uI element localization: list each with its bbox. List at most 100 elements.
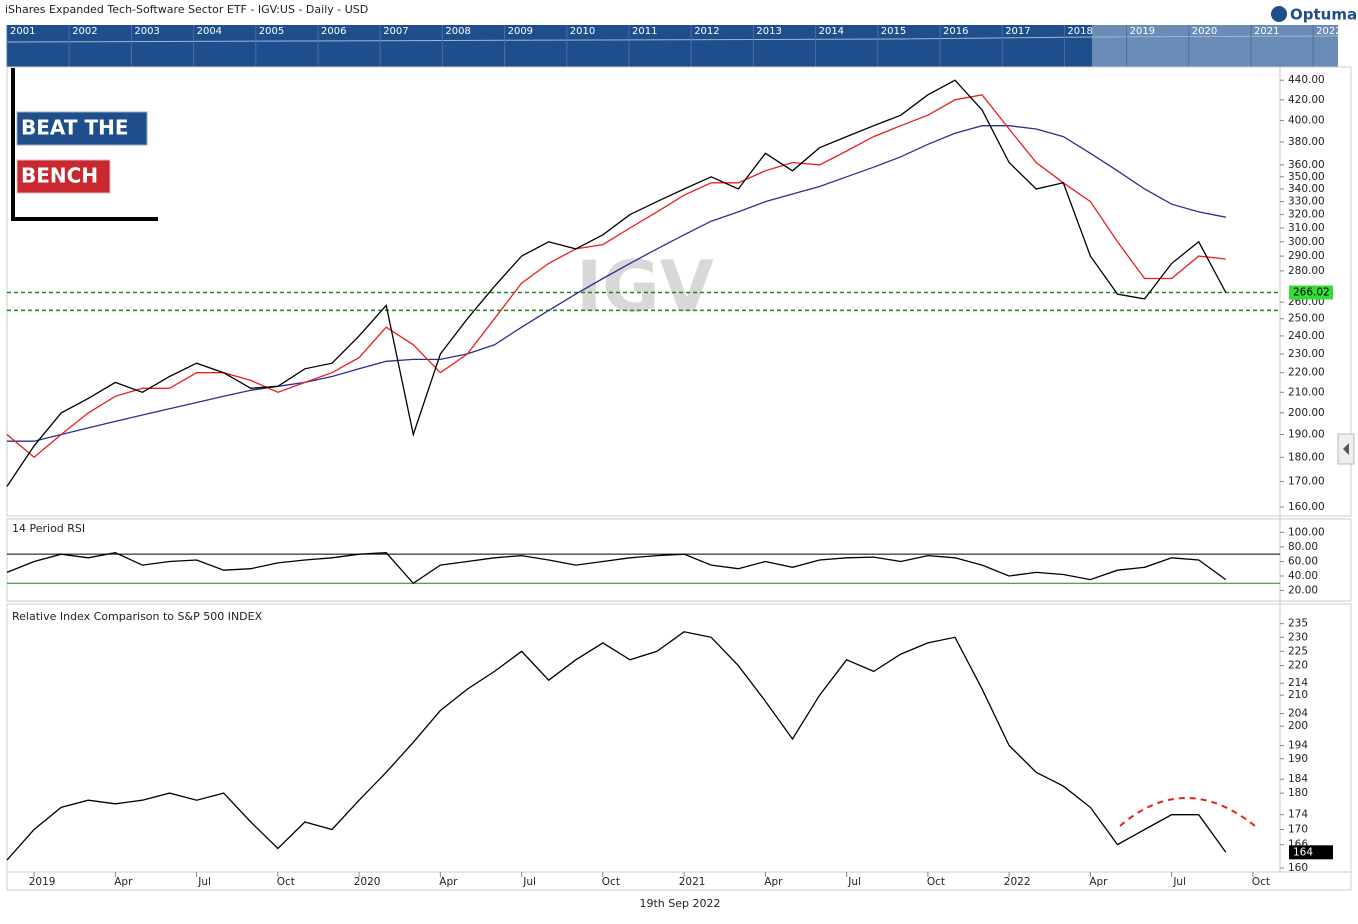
y-tick-label: 280.00 — [1288, 265, 1325, 277]
y-tick-label: 204 — [1288, 708, 1308, 720]
panel-title: Relative Index Comparison to S&P 500 IND… — [12, 610, 263, 623]
y-tick-label: 240.00 — [1288, 330, 1325, 342]
y-tick-label: 300.00 — [1288, 236, 1325, 248]
x-tick-label: 2021 — [679, 876, 706, 888]
series-line — [6, 552, 1227, 585]
last-value-label: 164 — [1293, 846, 1313, 858]
y-tick-label: 190 — [1288, 753, 1308, 765]
y-tick-label: 60.00 — [1288, 555, 1318, 567]
y-tick-label: 214 — [1288, 677, 1308, 689]
y-tick-label: 180.00 — [1288, 451, 1325, 463]
navigator-year: 2020 — [1192, 26, 1217, 37]
x-tick-label: Apr — [764, 876, 783, 888]
y-tick-label: 230.00 — [1288, 348, 1325, 360]
brand-icon — [1271, 6, 1287, 22]
rsi-panel-frame — [6, 518, 1352, 602]
x-tick-label: Jul — [197, 876, 211, 888]
y-tick-label: 310.00 — [1288, 222, 1325, 234]
y-tick-label: 230 — [1288, 631, 1308, 643]
navigator[interactable]: 2001 2002 2003 2004 2005 2006 2007 2008 2009 2010… — [6, 25, 1342, 67]
x-tick-label: Apr — [114, 876, 133, 888]
footer-date: 19th Sep 2022 — [639, 897, 720, 910]
x-tick-label: Jul — [847, 876, 861, 888]
navigator-year: 2004 — [197, 26, 222, 37]
series-line — [6, 79, 1227, 487]
brand-logo: Optuma — [1271, 6, 1357, 24]
navigator-year: 2011 — [632, 26, 657, 37]
navigator-year: 2001 — [10, 26, 35, 37]
y-tick-label: 200.00 — [1288, 407, 1325, 419]
navigator-year: 2012 — [694, 26, 719, 37]
navigator-line — [6, 35, 1339, 43]
navigator-year: 2008 — [445, 26, 470, 37]
navigator-year: 2016 — [943, 26, 968, 37]
x-tick-label: 2019 — [29, 876, 56, 888]
y-tick-label: 235 — [1288, 618, 1308, 630]
navigator-year: 2006 — [321, 26, 346, 37]
last-value-label: 266.02 — [1293, 287, 1330, 299]
collapse-arrow — [1343, 443, 1349, 455]
navigator-year: 2002 — [72, 26, 97, 37]
y-tick-label: 440.00 — [1288, 74, 1325, 86]
navigator-year: 2017 — [1005, 26, 1030, 37]
x-tick-label: Oct — [927, 876, 945, 888]
navigator-year: 2009 — [508, 26, 533, 37]
x-tick-label: Apr — [439, 876, 458, 888]
y-tick-label: 220.00 — [1288, 367, 1325, 379]
y-tick-label: 220 — [1288, 660, 1308, 672]
y-tick-label: 184 — [1288, 773, 1308, 785]
series-line — [6, 631, 1227, 861]
x-tick-label: Oct — [277, 876, 295, 888]
series-line — [6, 94, 1226, 459]
y-tick-label: 180 — [1288, 787, 1308, 799]
y-tick-label: 174 — [1288, 809, 1308, 821]
brand-name: Optuma — [1290, 6, 1357, 24]
y-tick-label: 350.00 — [1288, 171, 1325, 183]
x-tick-label: Apr — [1089, 876, 1108, 888]
panel-title: 14 Period RSI — [12, 522, 85, 535]
last-value-box — [1289, 845, 1333, 860]
y-tick-label: 194 — [1288, 740, 1308, 752]
watermark: IGV — [576, 246, 714, 328]
navigator-year: 2003 — [134, 26, 159, 37]
chart-title: iShares Expanded Tech-Software Sector ET… — [5, 3, 368, 16]
x-tick-label: Oct — [1252, 876, 1270, 888]
y-tick-label: 80.00 — [1288, 541, 1318, 553]
y-tick-label: 340.00 — [1288, 183, 1325, 195]
x-tick-label: 2022 — [1004, 876, 1031, 888]
y-tick-label: 290.00 — [1288, 250, 1325, 262]
y-tick-label: 225 — [1288, 645, 1308, 657]
x-axis-frame — [6, 871, 1352, 891]
y-tick-label: 330.00 — [1288, 196, 1325, 208]
navigator-year: 2015 — [881, 26, 906, 37]
last-value-box — [1289, 285, 1333, 300]
y-tick-label: 160.00 — [1288, 501, 1325, 513]
y-tick-label: 420.00 — [1288, 94, 1325, 106]
y-tick-label: 170 — [1288, 823, 1308, 835]
x-tick-label: Jul — [522, 876, 536, 888]
y-tick-label: 190.00 — [1288, 429, 1325, 441]
navigator-year: 2018 — [1067, 26, 1092, 37]
logo-text: BENCH — [21, 164, 98, 188]
logo-box — [16, 111, 148, 146]
navigator-window[interactable] — [1092, 25, 1338, 67]
y-tick-label: 200 — [1288, 720, 1308, 732]
y-tick-label: 100.00 — [1288, 526, 1325, 538]
logo-text: BEAT THE — [21, 116, 128, 140]
navigator-year: 2021 — [1254, 26, 1279, 37]
y-tick-label: 360.00 — [1288, 159, 1325, 171]
series-line — [7, 125, 1226, 442]
navigator-year: 2022 — [1316, 26, 1341, 37]
logo-box — [16, 159, 111, 194]
x-tick-label: Oct — [602, 876, 620, 888]
collapse-button[interactable] — [1337, 433, 1355, 465]
y-tick-label: 380.00 — [1288, 136, 1325, 148]
navigator-year: 2007 — [383, 26, 408, 37]
navigator-year: 2019 — [1130, 26, 1155, 37]
y-tick-label: 20.00 — [1288, 585, 1318, 597]
y-tick-label: 210.00 — [1288, 386, 1325, 398]
navigator-year: 2013 — [756, 26, 781, 37]
y-tick-label: 40.00 — [1288, 570, 1318, 582]
